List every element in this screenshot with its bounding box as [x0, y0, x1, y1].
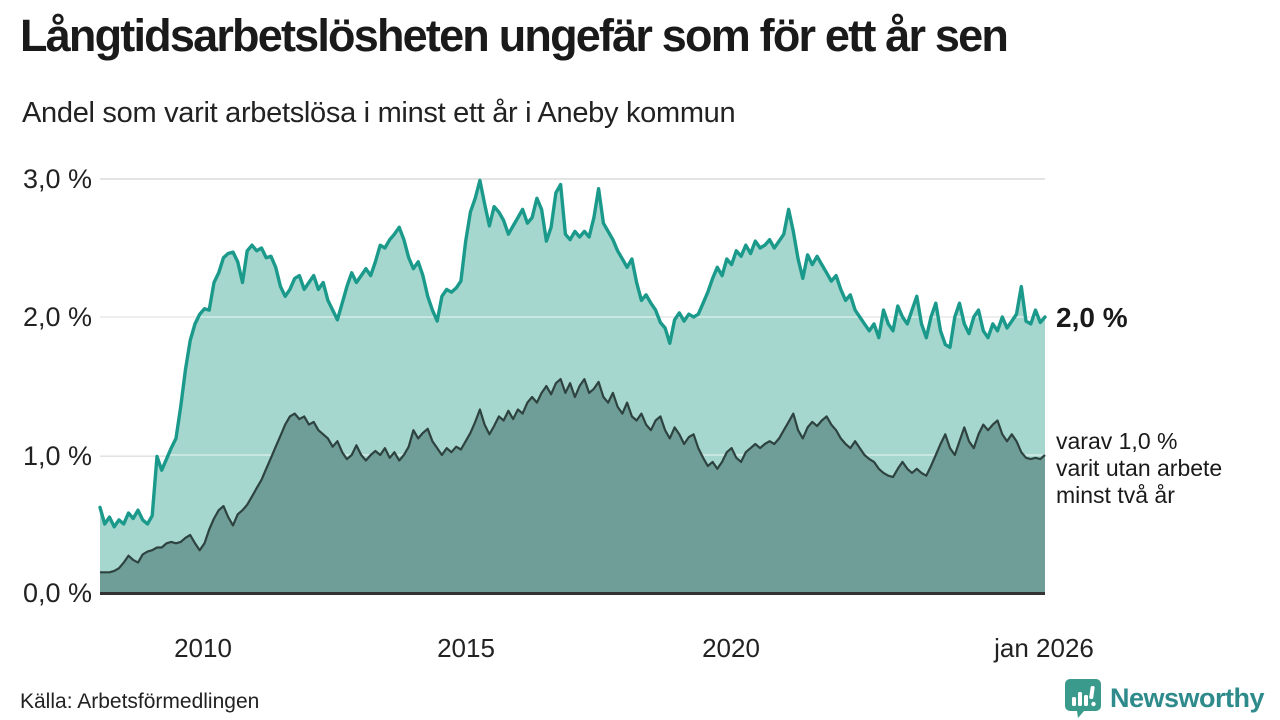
line-unemployed-one-year — [98, 178, 1047, 529]
y-axis-tick-1: 1,0 % — [22, 441, 92, 471]
area-chart-canvas — [98, 178, 1047, 593]
x-axis-tick-2010: 2010 — [174, 633, 232, 663]
source-attribution: Källa: Arbetsförmedlingen — [20, 690, 260, 713]
page-title: Långtidsarbetslösheten ungefär som för e… — [20, 10, 1009, 61]
x-axis-tick-jan-2026: jan 2026 — [994, 633, 1094, 663]
x-axis-baseline — [100, 592, 1045, 595]
y-axis-tick-3: 3,0 % — [22, 164, 92, 194]
area-unemployed-two-years — [100, 379, 1045, 593]
gridline-3pct — [100, 178, 1045, 180]
newsworthy-logo: Newsworthy — [1064, 678, 1265, 718]
y-axis-tick-0: 0,0 % — [22, 578, 92, 608]
x-axis-tick-2020: 2020 — [702, 633, 760, 663]
annotation-total-value: 2,0 % — [1056, 302, 1128, 333]
annotation-subset-line2: varit utan arbete — [1056, 455, 1223, 481]
line-unemployed-two-years — [100, 378, 1046, 574]
x-axis-tick-2015: 2015 — [437, 633, 495, 663]
annotation-subset-line3: minst två år — [1056, 482, 1175, 508]
newsworthy-bubble-chart-icon — [1064, 679, 1101, 718]
chart-subtitle: Andel som varit arbetslösa i minst ett å… — [22, 97, 736, 129]
annotation-subset-label: varav 1,0 % varit utan arbete minst två … — [1056, 428, 1222, 509]
annotation-subset-line1: varav 1,0 % — [1056, 428, 1178, 454]
newsworthy-wordmark: Newsworthy — [1109, 682, 1265, 713]
y-axis-tick-2: 2,0 % — [22, 302, 92, 332]
